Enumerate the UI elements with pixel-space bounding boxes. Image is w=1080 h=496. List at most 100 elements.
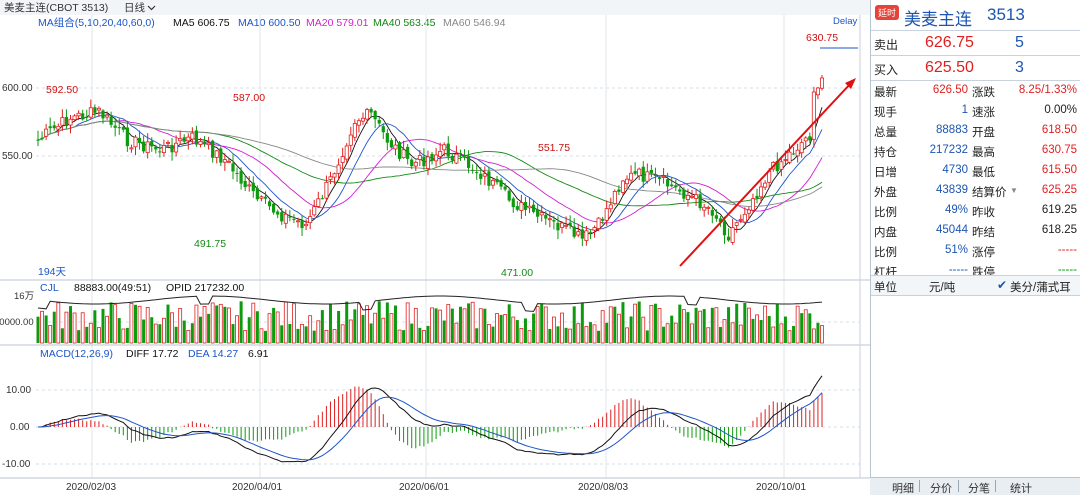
stat-value: 217232	[929, 144, 968, 156]
ma10-value: MA10 600.50	[238, 17, 301, 29]
bid-row: 买入 625.50 3	[871, 55, 1080, 80]
macd-axis-neg10: -10.00	[2, 459, 31, 470]
stat-value: 49%	[944, 204, 968, 216]
stat-value: 8.25/1.33%	[1018, 84, 1077, 96]
date-label-5: 2020/10/01	[756, 482, 806, 493]
stat-label: 现手	[874, 107, 897, 119]
high-label-1: 592.50	[46, 84, 78, 96]
low-label-2: 471.00	[501, 267, 533, 279]
detail-tabs: 明细 分价 分笔 统计	[870, 477, 1080, 495]
opid-value: OPID 217232.00	[166, 282, 244, 294]
quote-stat-row: 最新 626.50 涨跌 8.25/1.33%	[871, 81, 1080, 101]
stat-value: 625.25	[1041, 184, 1077, 196]
macd-diff: DIFF 17.72	[126, 348, 179, 360]
ask-label: 卖出	[874, 38, 899, 52]
bid-label: 买入	[874, 63, 899, 77]
days-count: 194天	[38, 266, 67, 278]
stat-label: 开盘	[972, 127, 995, 139]
stat-label: 比例	[874, 207, 897, 219]
tab-statistics[interactable]: 统计	[1010, 483, 1032, 495]
quote-stat-row: 外盘 43839 结算价 ▼ 625.25	[871, 181, 1080, 201]
volume-bars	[36, 301, 824, 344]
contract-name: 美麦主连	[904, 10, 972, 29]
ma-legend: MA组合(5,10,20,40,60,0) MA5 606.75 MA10 60…	[38, 16, 506, 29]
macd-histogram	[41, 386, 823, 449]
stat-value: 618.50	[1041, 124, 1077, 136]
tab-ticks[interactable]: 分笔	[968, 483, 990, 495]
stat-label: 最高	[972, 147, 995, 159]
quote-stat-row: 内盘 45044 昨结 618.25	[871, 221, 1080, 241]
stat-value: 619.25	[1041, 204, 1077, 216]
delay-label: Delay	[833, 16, 858, 27]
stat-label: 最新	[874, 87, 897, 99]
macd-axis-0: 0.00	[10, 422, 30, 433]
unit-option-label[interactable]: 美分/蒲式耳	[1010, 282, 1071, 294]
tab-details[interactable]: 明细	[892, 483, 914, 495]
date-label-3: 2020/06/01	[399, 482, 449, 493]
stat-value: 630.75	[1041, 144, 1077, 156]
stat-value: 0.00%	[1044, 104, 1077, 116]
contract-code: 3513	[987, 5, 1025, 24]
macd-axis-10: 10.00	[6, 385, 31, 396]
quote-stat-row: 比例 51% 涨停 -----	[871, 241, 1080, 261]
quote-header: 延时 美麦主连 3513	[871, 0, 1080, 31]
stat-value: -----	[1057, 244, 1077, 256]
stat-label: 涨跌	[972, 87, 995, 99]
stat-value: 615.50	[1041, 164, 1077, 176]
stat-label: 昨收	[972, 207, 995, 219]
high-label-4: 630.75	[806, 32, 838, 44]
quote-stats: 最新 626.50 涨跌 8.25/1.33% 现手 1 速涨 0.00% 总量 88883 开盘 6…	[871, 80, 1080, 281]
kline-chart-area[interactable]: 美麦主连(CBOT 3513) 日线 MA组合(5,10,20,40,60,0)…	[0, 0, 870, 494]
stat-value: -----	[948, 264, 968, 276]
stat-label: 结算价	[972, 187, 1007, 199]
stat-label: 速涨	[972, 107, 995, 119]
unit-label: 单位	[874, 282, 897, 294]
stat-label: 最低	[972, 167, 995, 179]
ask-row: 卖出 626.75 5	[871, 31, 1080, 55]
stat-label: 涨停	[972, 247, 995, 259]
quote-stat-row: 日增 4730 最低 615.50	[871, 161, 1080, 181]
high-label-2: 587.00	[233, 92, 265, 104]
ma-legend-label: MA组合(5,10,20,40,60,0)	[38, 16, 155, 29]
stat-label: 比例	[874, 247, 897, 259]
macd-diff-line	[37, 375, 823, 463]
date-label-4: 2020/08/03	[578, 482, 628, 493]
volume-axis-top: 16万	[14, 291, 34, 302]
ma40-value: MA40 563.45	[373, 17, 436, 29]
stat-value: 43839	[936, 184, 968, 196]
bid-price: 625.50	[925, 59, 974, 76]
low-label-1: 491.75	[194, 238, 226, 250]
trend-arrow	[679, 78, 856, 267]
unit-value: 元/吨	[929, 282, 956, 294]
volume-value: 88883.00(49:51)	[74, 282, 151, 294]
stat-label: 外盘	[874, 187, 897, 199]
delay-badge: 延时	[875, 5, 900, 20]
stat-value: 51%	[944, 244, 968, 256]
unit-row[interactable]: 单位 元/吨 ✔ 美分/蒲式耳	[871, 275, 1080, 296]
bid-volume: 3	[1015, 59, 1024, 76]
macd-label: MACD(12,26,9)	[40, 348, 113, 360]
quote-stat-row: 总量 88883 开盘 618.50	[871, 121, 1080, 141]
stat-label: 持仓	[874, 147, 897, 159]
stat-label: 总量	[874, 127, 897, 139]
volume-label: CJL	[40, 282, 59, 294]
stat-label: 昨结	[972, 227, 995, 239]
period-selector[interactable]: 日线	[124, 1, 145, 14]
ask-volume: 5	[1015, 34, 1024, 51]
price-axis-600: 600.00	[2, 83, 33, 94]
chart-title: 美麦主连(CBOT 3513)	[4, 1, 108, 14]
macd-dea-line	[37, 392, 823, 461]
macd-dea: DEA 14.27	[188, 348, 238, 360]
settle-dropdown-icon[interactable]: ▼	[1010, 186, 1018, 195]
price-axis-550: 550.00	[2, 151, 33, 162]
stat-label: 日增	[874, 167, 897, 179]
chevron-down-icon[interactable]	[147, 5, 156, 11]
check-icon[interactable]: ✔	[997, 278, 1008, 292]
date-label-2: 2020/04/01	[232, 482, 282, 493]
stat-value: -----	[1057, 264, 1077, 276]
stat-label: 内盘	[874, 227, 897, 239]
quote-stat-row: 持仓 217232 最高 630.75	[871, 141, 1080, 161]
stat-value: 626.50	[932, 84, 968, 96]
tab-price-distribution[interactable]: 分价	[930, 483, 952, 495]
ask-price: 626.75	[925, 34, 974, 51]
